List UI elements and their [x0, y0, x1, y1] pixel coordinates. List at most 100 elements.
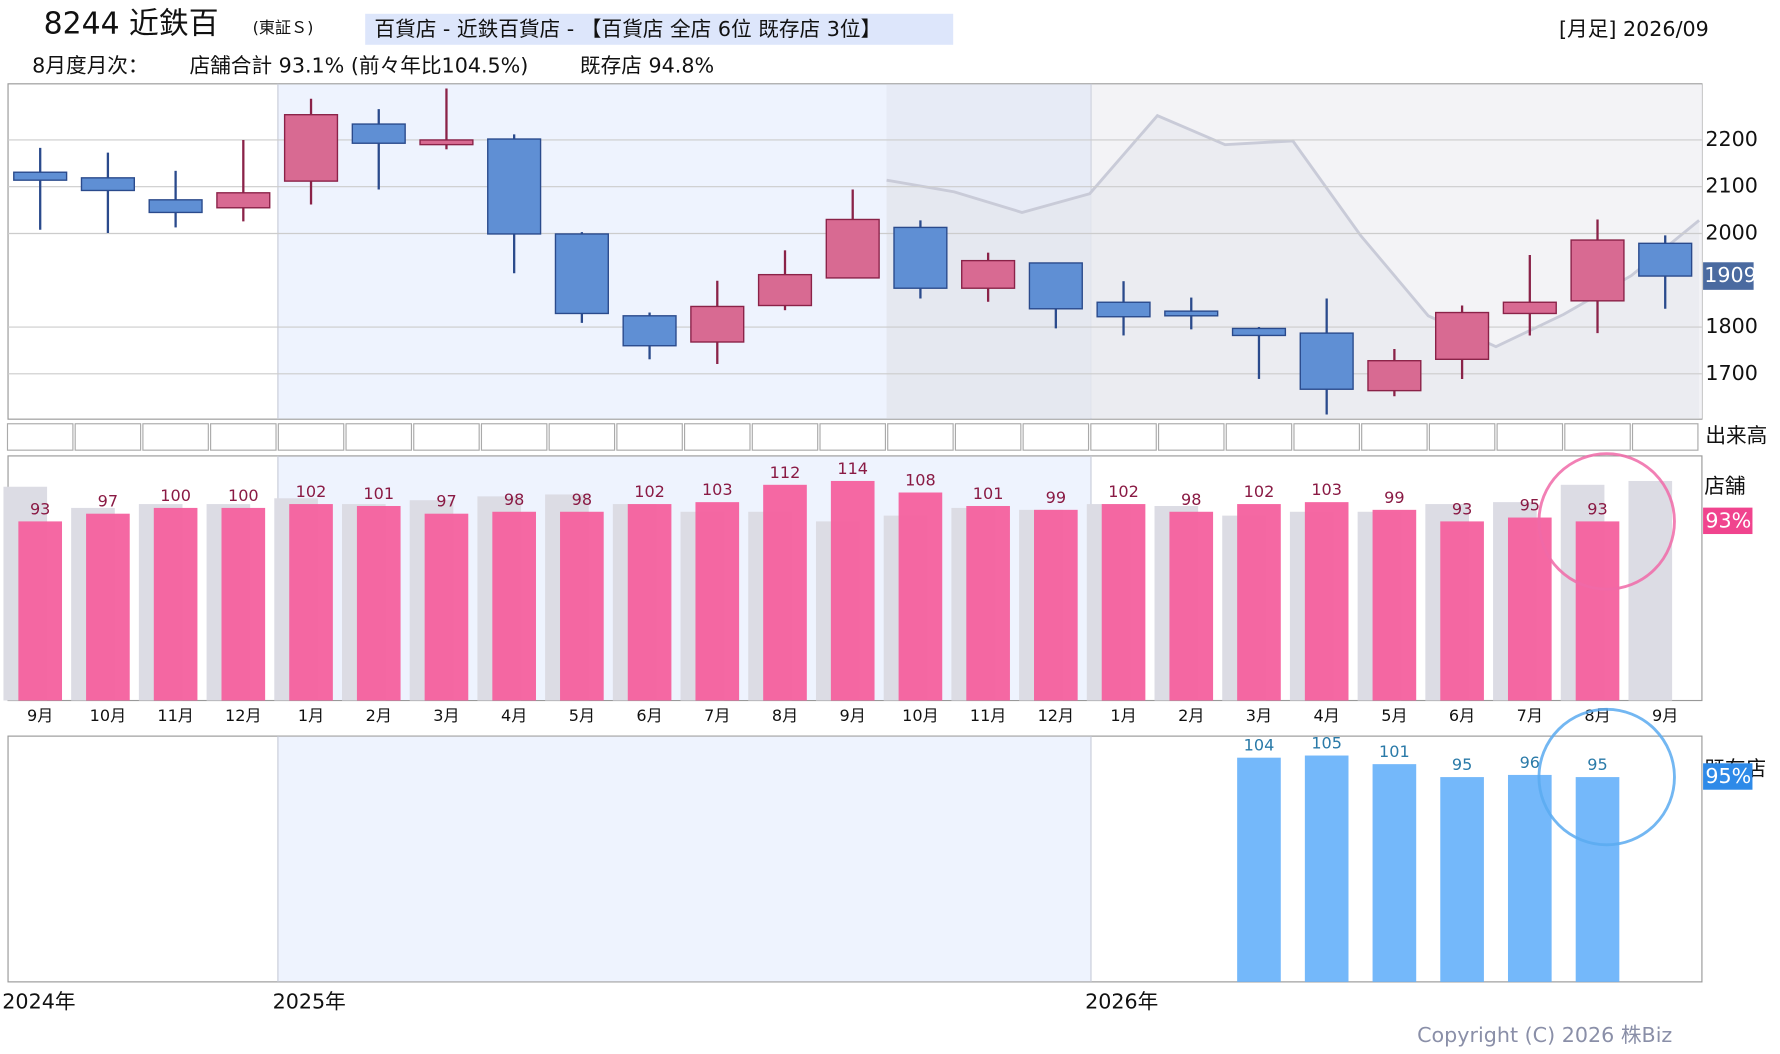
- market: (東証Ｓ): [253, 18, 314, 37]
- x-tick-label: 6月: [636, 706, 662, 725]
- x-tick-label: 9月: [27, 706, 53, 725]
- x-tick-label: 10月: [90, 706, 127, 725]
- value-label: 95: [1520, 496, 1540, 515]
- bar: [1237, 504, 1281, 701]
- bar: [966, 505, 1010, 701]
- bar: [1507, 774, 1552, 982]
- value-label: 95: [1587, 755, 1607, 774]
- candle-body: [419, 139, 474, 146]
- year-label: 2025年: [273, 990, 346, 1014]
- badge-box: [1703, 507, 1753, 535]
- bar: [695, 502, 740, 701]
- volume-box: [1022, 423, 1090, 451]
- bar: [1101, 504, 1146, 701]
- bar: [763, 484, 807, 701]
- value-label: 114: [837, 459, 868, 478]
- candle-body: [1231, 327, 1287, 337]
- candle-body: [1028, 262, 1083, 310]
- volume-box: [1631, 423, 1699, 451]
- volume-box: [819, 423, 886, 451]
- code-name: 8244 近鉄百: [44, 7, 219, 42]
- year-label: 2026年: [1085, 990, 1158, 1014]
- volume-box: [1496, 423, 1564, 451]
- volume-box: [74, 423, 142, 451]
- value-label: 98: [1181, 490, 1201, 509]
- candle-body: [1570, 239, 1625, 302]
- candle-body: [1164, 310, 1219, 317]
- bar: [1372, 509, 1417, 701]
- year-shade: [277, 736, 1091, 982]
- bar: [153, 507, 198, 701]
- value-label: 101: [973, 484, 1004, 503]
- volume-label: 出来高: [1705, 423, 1767, 447]
- sector-box: [365, 13, 954, 45]
- volume-box: [1564, 423, 1631, 451]
- badge: 93%: [1705, 508, 1751, 532]
- x-tick-label: 1月: [1110, 706, 1136, 725]
- x-tick-label: 2月: [366, 706, 392, 725]
- value-label: 101: [363, 484, 394, 503]
- bar: [830, 480, 875, 701]
- volume-box: [277, 423, 345, 451]
- value-label: 112: [770, 463, 801, 482]
- candle-body: [961, 259, 1016, 289]
- volume-box: [210, 423, 277, 451]
- candle-body: [690, 305, 745, 343]
- x-tick-label: 11月: [970, 706, 1007, 725]
- volume-box: [1428, 423, 1496, 451]
- bar: [898, 492, 943, 701]
- candle-body: [825, 218, 880, 279]
- value-label: 93: [1587, 499, 1607, 518]
- bar: [1440, 777, 1484, 982]
- value-label: 104: [1244, 736, 1275, 755]
- value-label: 103: [1311, 480, 1342, 499]
- x-tick-label: 2月: [1178, 706, 1204, 725]
- badge: 95%: [1705, 764, 1751, 788]
- highlight-circle: [1537, 707, 1676, 847]
- last-price-badge: [1703, 262, 1754, 290]
- last-price: 1909: [1704, 263, 1757, 287]
- x-tick-label: 10月: [902, 706, 939, 725]
- year-label: 2024年: [2, 990, 75, 1014]
- shadow-line: [886, 113, 1700, 349]
- candle-body: [148, 199, 203, 214]
- candle-body: [1367, 360, 1422, 392]
- volume-box: [142, 423, 209, 451]
- volume-box: [480, 423, 548, 451]
- value-label: 102: [634, 482, 665, 501]
- bar: [1575, 521, 1620, 701]
- bar: [1237, 757, 1281, 982]
- volume-box: [1157, 423, 1225, 451]
- candle-body: [554, 233, 609, 315]
- value-label: 99: [1046, 488, 1066, 507]
- y-tick-label: 2100: [1705, 174, 1758, 198]
- x-tick-label: 7月: [704, 706, 730, 725]
- x-tick-label: 7月: [1517, 706, 1543, 725]
- bar: [1169, 511, 1214, 701]
- candle-body: [1434, 311, 1490, 360]
- candle-body: [893, 226, 948, 289]
- x-tick-label: 5月: [1381, 706, 1407, 725]
- volume-box: [684, 423, 751, 451]
- candle-body: [1638, 242, 1693, 277]
- x-tick-label: 8月: [772, 706, 798, 725]
- bar: [1372, 764, 1417, 982]
- bar: [1304, 502, 1349, 701]
- candle-body: [216, 192, 271, 209]
- value-label: 108: [905, 471, 936, 490]
- value-label: 100: [228, 486, 259, 505]
- x-tick-label: 3月: [1246, 706, 1272, 725]
- value-label: 98: [572, 490, 592, 509]
- value-label: 105: [1311, 734, 1342, 753]
- y-tick-label: 2200: [1705, 127, 1758, 151]
- value-label: 97: [98, 492, 118, 511]
- bar: [356, 505, 401, 701]
- candle-body: [283, 114, 339, 182]
- value-label: 95: [1452, 755, 1472, 774]
- x-tick-label: 3月: [433, 706, 459, 725]
- volume-box: [1090, 423, 1157, 451]
- volume-box: [954, 423, 1022, 451]
- bar: [1440, 521, 1484, 701]
- volume-box: [345, 423, 413, 451]
